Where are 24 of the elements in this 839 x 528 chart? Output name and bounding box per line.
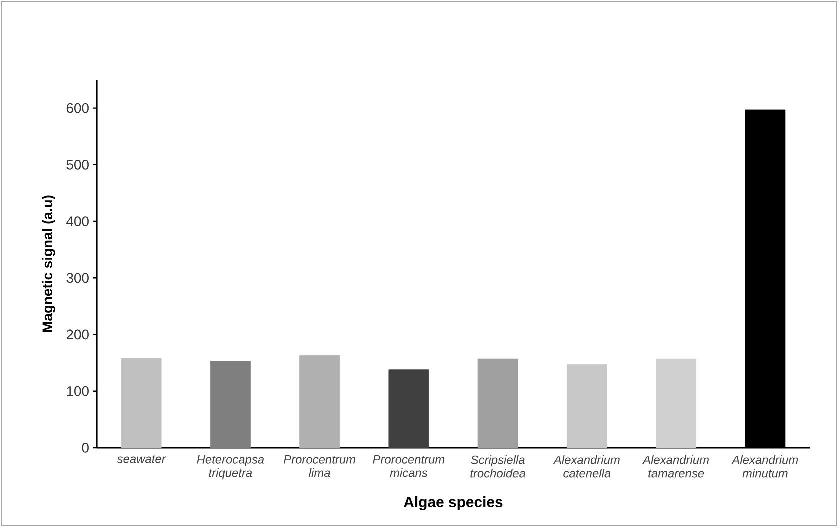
y-tick-label: 0 xyxy=(82,443,89,453)
bar xyxy=(656,358,697,448)
y-tick-label: 500 xyxy=(66,160,89,170)
y-tick-label: 200 xyxy=(66,330,89,340)
x-tick-label: Alexandrium minutum xyxy=(732,456,798,478)
bar xyxy=(121,358,162,448)
y-tick-label: 600 xyxy=(66,103,89,114)
x-tick-label: seawater xyxy=(117,456,166,464)
x-tick-label: Prorocentrum lima xyxy=(284,456,356,478)
y-tick-label: 400 xyxy=(66,216,89,226)
bar xyxy=(478,358,518,448)
y-tick-label: 300 xyxy=(66,273,89,284)
bar xyxy=(300,356,340,448)
bar xyxy=(566,364,608,448)
x-tick-label: Alexandrium catenella xyxy=(553,456,620,478)
x-tick-label: Heterocapsa triquetra xyxy=(197,456,264,480)
y-tick-label: 100 xyxy=(67,386,89,396)
y-axis-title: Magnetic signal (a.u) xyxy=(42,196,56,332)
x-tick-label: Alexandrium tamarense xyxy=(642,456,709,478)
bar xyxy=(388,370,430,448)
x-tick-label: Scripsiella trochoidea xyxy=(470,456,526,478)
x-tick-label: Prorocentrum micans xyxy=(373,456,445,478)
x-axis-title: Algae species xyxy=(404,496,503,510)
bar xyxy=(210,361,251,448)
